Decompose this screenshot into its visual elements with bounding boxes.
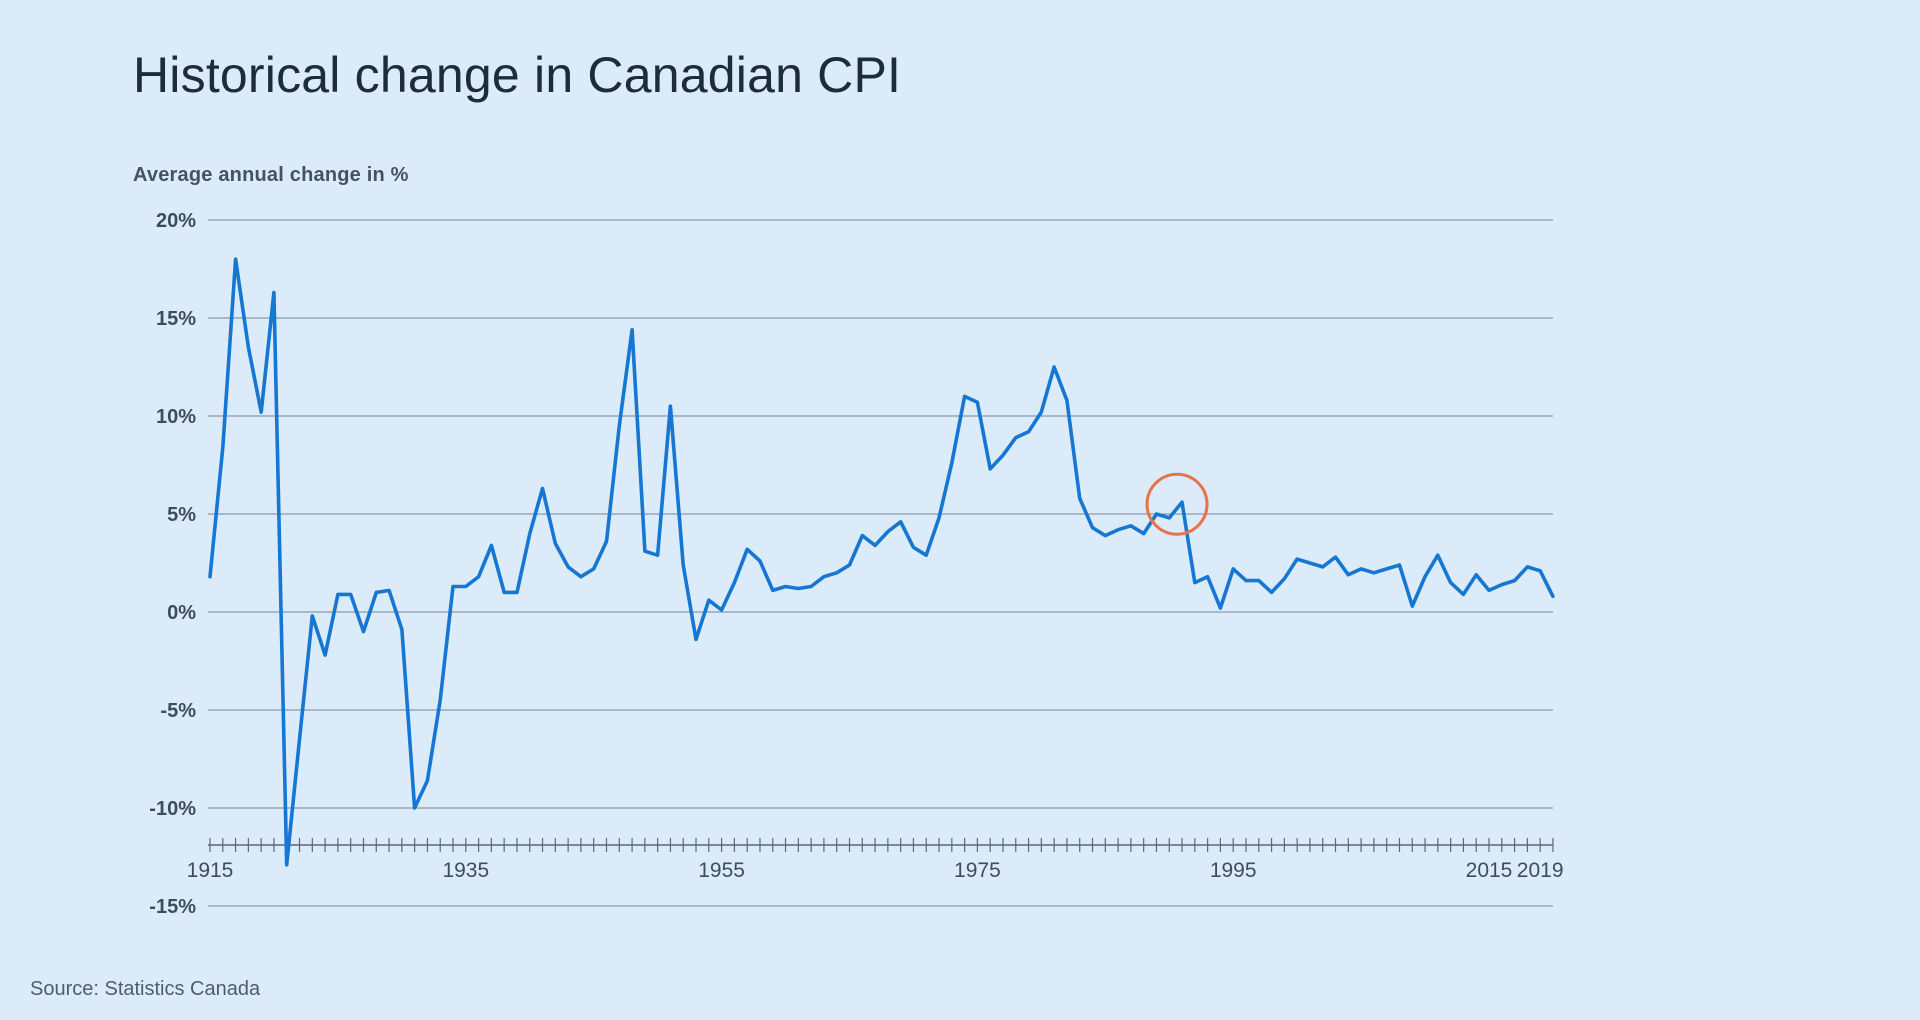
y-axis-label: 5% bbox=[167, 504, 196, 526]
y-axis-label: 10% bbox=[156, 406, 196, 428]
chart-title: Historical change in Canadian CPI bbox=[133, 47, 902, 103]
annotation-circle-1991 bbox=[1145, 472, 1209, 536]
x-axis-label: 1915 bbox=[187, 859, 234, 882]
source-note: Source: Statistics Canada bbox=[30, 978, 261, 1000]
y-axis-label: -10% bbox=[149, 798, 196, 820]
x-axis-label: 1955 bbox=[698, 859, 745, 882]
y-axis-label: -5% bbox=[160, 700, 196, 722]
y-axis-label: -15% bbox=[149, 896, 196, 918]
chart-subtitle: Average annual change in % bbox=[133, 164, 409, 186]
x-axis-label: 1975 bbox=[954, 859, 1001, 882]
x-axis-label: 2019 bbox=[1517, 859, 1564, 882]
y-axis-label: 20% bbox=[156, 210, 196, 232]
cpi-series-line bbox=[208, 257, 1555, 867]
y-axis-label: 15% bbox=[156, 308, 196, 330]
x-axis-label: 1935 bbox=[442, 859, 489, 882]
x-axis-ruler: 1915 1935 1955 1975 1995 2015 2019 bbox=[187, 838, 1564, 882]
x-axis-label: 1995 bbox=[1210, 859, 1257, 882]
y-gridlines: 20% 15% 10% 5% 0% -5% -10% -15% bbox=[149, 210, 1553, 918]
y-axis-label: 0% bbox=[167, 602, 196, 624]
x-axis-label: 2015 bbox=[1466, 859, 1513, 882]
